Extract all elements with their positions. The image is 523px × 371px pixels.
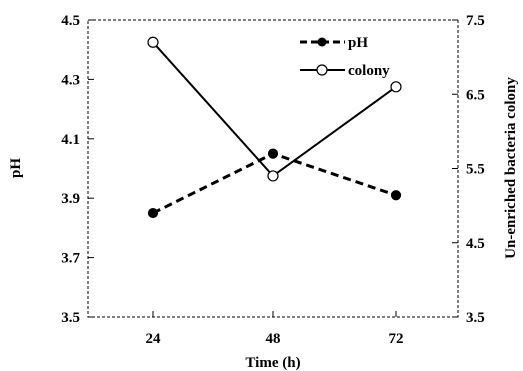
right-tick-label: 3.5 [466,310,485,326]
x-axis-ticks: 24 48 72 [146,311,404,347]
legend-ph-label: pH [348,35,368,51]
x-axis-title: Time (h) [245,355,300,371]
legend-ph-marker [317,37,327,47]
left-tick-label: 3.7 [61,251,80,267]
right-tick-label: 5.5 [466,162,485,178]
left-tick-label: 3.5 [61,310,80,326]
series-line-ph [152,152,397,215]
plot-frame [87,19,459,318]
data-point-colony [267,170,279,182]
y-axis-title: pH [8,158,24,178]
legend-colony-label: colony [348,63,390,79]
left-axis-ticks: 3.5 3.7 3.9 4.1 4.3 4.5 [61,13,94,326]
series-layer [147,36,402,219]
right-axis-ticks: 3.5 4.5 5.5 6.5 7.5 [452,13,485,326]
left-tick-label: 3.9 [61,191,80,207]
x-tick-label: 48 [266,331,281,347]
y2-axis-title: Un-enriched bacteria colony [503,77,519,259]
x-tick-label: 24 [146,331,162,347]
legend-colony-marker [316,64,328,76]
right-tick-label: 6.5 [466,87,485,103]
left-tick-label: 4.5 [61,13,80,29]
data-point-ph [390,190,402,201]
right-tick-label: 4.5 [466,236,485,252]
left-tick-label: 4.1 [61,132,80,148]
data-point-ph [267,148,279,159]
x-tick-label: 72 [389,331,404,347]
left-tick-label: 4.3 [61,72,80,88]
right-tick-label: 7.5 [466,13,485,29]
data-point-colony [147,36,159,48]
data-point-colony [390,81,402,93]
legend: pH colony [300,35,390,79]
data-point-ph [147,207,159,219]
